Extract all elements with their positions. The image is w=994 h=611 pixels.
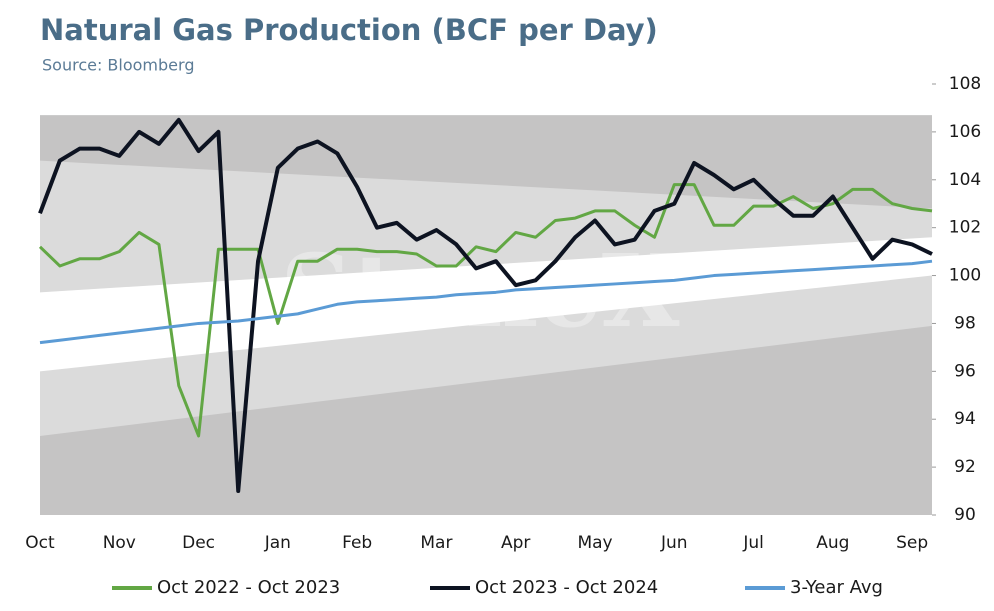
legend-label: Oct 2023 - Oct 2024 — [475, 577, 658, 598]
chart-title: Natural Gas Production (BCF per Day) — [40, 13, 658, 47]
legend-label: Oct 2022 - Oct 2023 — [157, 577, 340, 598]
legend-item: Oct 2023 - Oct 2024 — [430, 577, 658, 598]
x-tick-label: Sep — [896, 533, 928, 553]
y-tick-label: 104 — [949, 170, 981, 190]
x-tick-label: Feb — [342, 533, 372, 553]
y-tick-label: 92 — [954, 457, 976, 477]
x-tick-label: Oct — [25, 533, 55, 553]
series-line — [38, 183, 933, 438]
legend-label: 3-Year Avg — [790, 577, 883, 598]
y-tick-label: 96 — [954, 361, 976, 381]
x-tick-label: Nov — [103, 533, 136, 553]
x-tick-label: Jun — [660, 533, 688, 553]
x-tick-label: May — [577, 533, 612, 553]
range-band — [40, 237, 932, 372]
x-tick-label: Jul — [742, 533, 764, 553]
y-tick-label: 90 — [954, 505, 976, 525]
chart-subtitle: Source: Bloomberg — [42, 56, 194, 75]
x-tick-label: Jan — [264, 533, 291, 553]
y-tick-label: 102 — [949, 218, 981, 238]
watermark: StoneX — [280, 232, 679, 350]
x-tick-label: Aug — [816, 533, 849, 553]
y-tick-label: 100 — [949, 266, 981, 286]
legend-item: 3-Year Avg — [745, 577, 883, 598]
x-tick-label: Dec — [182, 533, 215, 553]
x-tick-label: Apr — [501, 533, 530, 553]
legend-item: Oct 2022 - Oct 2023 — [112, 577, 340, 598]
x-tick-label: Mar — [420, 533, 452, 553]
y-tick-label: 98 — [954, 313, 976, 333]
series-line — [39, 259, 933, 345]
series-line — [38, 117, 933, 494]
y-tick-label: 94 — [954, 409, 976, 429]
y-tick-label: 106 — [949, 122, 981, 142]
y-tick-label: 108 — [949, 74, 981, 94]
